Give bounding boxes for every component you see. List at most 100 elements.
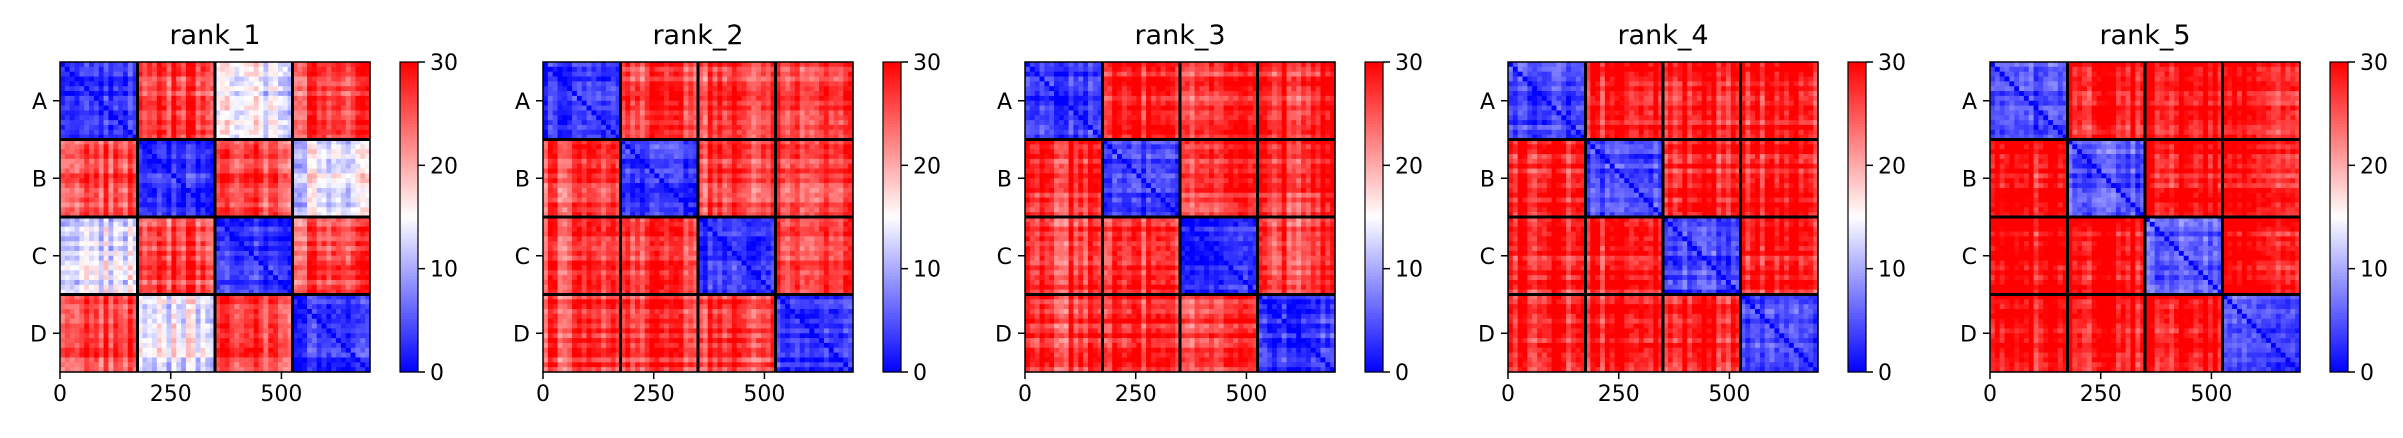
heatmap-cell: [123, 285, 128, 290]
heatmap-cell: [157, 343, 162, 348]
heatmap-cell: [176, 81, 181, 86]
heatmap-cell: [244, 101, 249, 106]
heatmap-cell: [732, 106, 737, 111]
heatmap-cell: [336, 77, 341, 82]
heatmap-cell: [225, 72, 230, 77]
heatmap-cell: [558, 96, 563, 101]
heatmap-cell: [186, 362, 191, 367]
heatmap-cell: [278, 86, 283, 91]
heatmap-cell: [60, 144, 65, 149]
heatmap-cell: [355, 198, 360, 203]
heatmap-cell: [239, 183, 244, 188]
heatmap-cell: [113, 86, 118, 91]
heatmap-cell: [322, 343, 327, 348]
heatmap-cell: [104, 299, 109, 304]
heatmap-cell: [664, 110, 669, 115]
heatmap-cell: [113, 67, 118, 72]
heatmap-cell: [157, 328, 162, 333]
heatmap-cell: [205, 183, 210, 188]
heatmap-cell: [360, 299, 365, 304]
heatmap-cell: [713, 101, 718, 106]
heatmap-cell: [322, 173, 327, 178]
heatmap-cell: [360, 149, 365, 154]
heatmap-cell: [147, 62, 152, 67]
heatmap-cell: [688, 101, 693, 106]
heatmap-cell: [273, 362, 278, 367]
heatmap-cell: [302, 183, 307, 188]
heatmap-cell: [104, 173, 109, 178]
heatmap-cell: [297, 86, 302, 91]
heatmap-cell: [326, 227, 331, 232]
heatmap-cell: [326, 106, 331, 111]
heatmap-cell: [312, 222, 317, 227]
heatmap-cell: [640, 106, 645, 111]
heatmap-cell: [200, 270, 205, 275]
heatmap-cell: [191, 67, 196, 72]
heatmap-cell: [336, 81, 341, 86]
heatmap-cell: [104, 120, 109, 125]
heatmap-cell: [819, 86, 824, 91]
heatmap-cell: [118, 149, 123, 154]
heatmap-cell: [259, 125, 264, 130]
heatmap-cell: [104, 101, 109, 106]
heatmap-cell: [108, 207, 113, 212]
heatmap-cell: [123, 81, 128, 86]
heatmap-cell: [225, 144, 230, 149]
heatmap-cell: [780, 91, 785, 96]
heatmap-cell: [176, 164, 181, 169]
heatmap-cell: [263, 348, 268, 353]
heatmap-cell: [200, 110, 205, 115]
heatmap-cell: [587, 77, 592, 82]
heatmap-cell: [167, 130, 172, 135]
heatmap-cell: [297, 357, 302, 362]
heatmap-cell: [268, 246, 273, 251]
heatmap-cell: [191, 338, 196, 343]
heatmap-cell: [113, 227, 118, 232]
heatmap-cell: [307, 193, 312, 198]
heatmap-cell: [273, 328, 278, 333]
heatmap-cell: [843, 96, 848, 101]
heatmap-cell: [147, 236, 152, 241]
heatmap-cell: [562, 115, 567, 120]
heatmap-cell: [142, 125, 147, 130]
heatmap-cell: [756, 106, 761, 111]
heatmap-cell: [123, 130, 128, 135]
heatmap-cell: [562, 72, 567, 77]
heatmap-cell: [196, 343, 201, 348]
heatmap-cell: [108, 265, 113, 270]
heatmap-cell: [234, 280, 239, 285]
heatmap-cell: [94, 125, 99, 130]
heatmap-cell: [94, 338, 99, 343]
heatmap-cell: [113, 207, 118, 212]
heatmap-cell: [312, 324, 317, 329]
heatmap-cell: [75, 101, 80, 106]
heatmap-cell: [587, 91, 592, 96]
heatmap-cell: [84, 115, 89, 120]
heatmap-cell: [60, 222, 65, 227]
heatmap-cell: [331, 265, 336, 270]
heatmap-cell: [181, 81, 186, 86]
heatmap-cell: [225, 236, 230, 241]
heatmap-cell: [65, 353, 70, 358]
heatmap-cell: [244, 81, 249, 86]
heatmap-cell: [317, 362, 322, 367]
heatmap-cell: [317, 178, 322, 183]
heatmap-cell: [108, 125, 113, 130]
heatmap-cell: [283, 81, 288, 86]
heatmap-cell: [254, 319, 259, 324]
heatmap-cell: [346, 353, 351, 358]
heatmap-cell: [780, 86, 785, 91]
heatmap-cell: [360, 324, 365, 329]
heatmap-cell: [196, 164, 201, 169]
heatmap-cell: [317, 265, 322, 270]
heatmap-cell: [196, 101, 201, 106]
heatmap-cell: [346, 357, 351, 362]
heatmap-cell: [263, 188, 268, 193]
heatmap-cell: [278, 198, 283, 203]
heatmap-cell: [220, 246, 225, 251]
heatmap-cell: [70, 144, 75, 149]
heatmap-cell: [70, 62, 75, 67]
heatmap-cell: [75, 261, 80, 266]
heatmap-cell: [191, 299, 196, 304]
heatmap-cell: [152, 309, 157, 314]
